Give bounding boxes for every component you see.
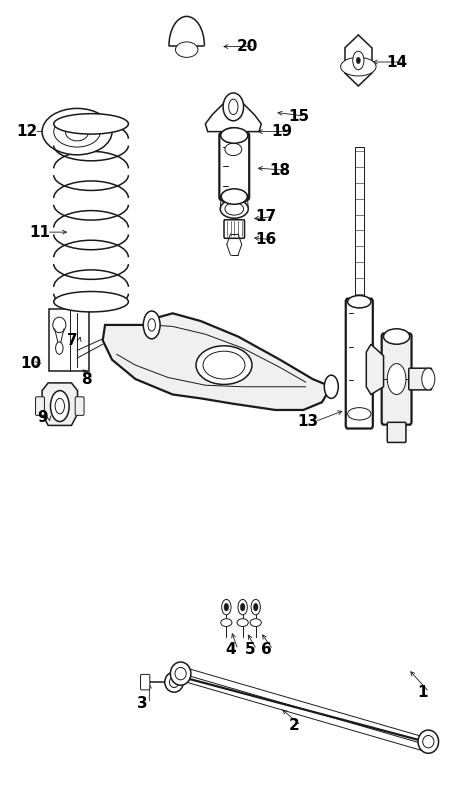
Ellipse shape — [196, 346, 252, 384]
Text: 11: 11 — [29, 225, 50, 240]
Ellipse shape — [347, 408, 371, 420]
FancyBboxPatch shape — [49, 309, 89, 372]
Ellipse shape — [221, 128, 248, 144]
Text: 13: 13 — [298, 414, 318, 429]
Text: 7: 7 — [67, 333, 78, 348]
Ellipse shape — [54, 116, 100, 147]
Text: 6: 6 — [261, 642, 271, 657]
Ellipse shape — [347, 296, 371, 308]
Circle shape — [387, 364, 406, 394]
Ellipse shape — [418, 730, 438, 753]
FancyBboxPatch shape — [75, 397, 84, 415]
Ellipse shape — [176, 42, 198, 58]
Circle shape — [422, 368, 435, 390]
Text: 16: 16 — [255, 232, 277, 248]
FancyBboxPatch shape — [409, 368, 432, 390]
Text: 18: 18 — [269, 163, 290, 178]
Text: 3: 3 — [137, 696, 148, 712]
Ellipse shape — [220, 200, 248, 219]
Ellipse shape — [237, 619, 248, 626]
Ellipse shape — [54, 114, 129, 134]
Circle shape — [253, 604, 258, 611]
Text: 17: 17 — [256, 209, 277, 224]
Ellipse shape — [169, 677, 179, 687]
Circle shape — [143, 311, 160, 338]
Ellipse shape — [54, 291, 129, 312]
Circle shape — [55, 398, 64, 414]
FancyBboxPatch shape — [346, 298, 373, 428]
Text: 10: 10 — [20, 356, 41, 371]
FancyBboxPatch shape — [36, 397, 44, 415]
Polygon shape — [42, 383, 78, 425]
Ellipse shape — [65, 122, 89, 141]
Ellipse shape — [175, 667, 186, 680]
Text: 8: 8 — [81, 372, 92, 387]
Text: 12: 12 — [17, 124, 38, 139]
Circle shape — [222, 600, 231, 615]
Ellipse shape — [250, 619, 261, 626]
Ellipse shape — [53, 317, 66, 333]
Ellipse shape — [341, 58, 376, 76]
Polygon shape — [367, 344, 384, 394]
Ellipse shape — [221, 189, 248, 205]
FancyBboxPatch shape — [382, 334, 412, 424]
Text: 20: 20 — [237, 39, 258, 54]
Text: 1: 1 — [417, 685, 427, 700]
Circle shape — [50, 391, 69, 421]
Ellipse shape — [223, 93, 244, 121]
Polygon shape — [205, 98, 261, 132]
Ellipse shape — [170, 662, 191, 685]
Ellipse shape — [384, 329, 410, 344]
FancyBboxPatch shape — [219, 133, 249, 200]
Ellipse shape — [222, 128, 245, 144]
FancyBboxPatch shape — [224, 220, 245, 238]
Text: 4: 4 — [226, 642, 236, 657]
Circle shape — [238, 600, 248, 615]
Ellipse shape — [221, 619, 232, 626]
Ellipse shape — [225, 144, 242, 155]
Circle shape — [56, 342, 63, 354]
Ellipse shape — [203, 351, 245, 379]
Text: 5: 5 — [244, 642, 255, 657]
Circle shape — [228, 99, 238, 114]
Ellipse shape — [423, 735, 434, 748]
Text: 9: 9 — [37, 410, 48, 425]
Polygon shape — [103, 313, 331, 410]
Circle shape — [251, 600, 260, 615]
Ellipse shape — [42, 108, 112, 155]
Circle shape — [357, 58, 360, 64]
Circle shape — [353, 51, 364, 69]
FancyBboxPatch shape — [387, 422, 406, 443]
Text: 2: 2 — [288, 718, 299, 733]
FancyBboxPatch shape — [355, 147, 364, 301]
Text: 14: 14 — [386, 54, 407, 69]
Text: 15: 15 — [288, 109, 309, 124]
Ellipse shape — [225, 203, 244, 215]
Text: 19: 19 — [272, 124, 293, 139]
FancyBboxPatch shape — [140, 675, 150, 690]
Ellipse shape — [221, 189, 248, 204]
Ellipse shape — [165, 672, 183, 692]
Circle shape — [324, 376, 338, 398]
Circle shape — [240, 604, 245, 611]
Circle shape — [148, 319, 156, 331]
Circle shape — [224, 604, 228, 611]
